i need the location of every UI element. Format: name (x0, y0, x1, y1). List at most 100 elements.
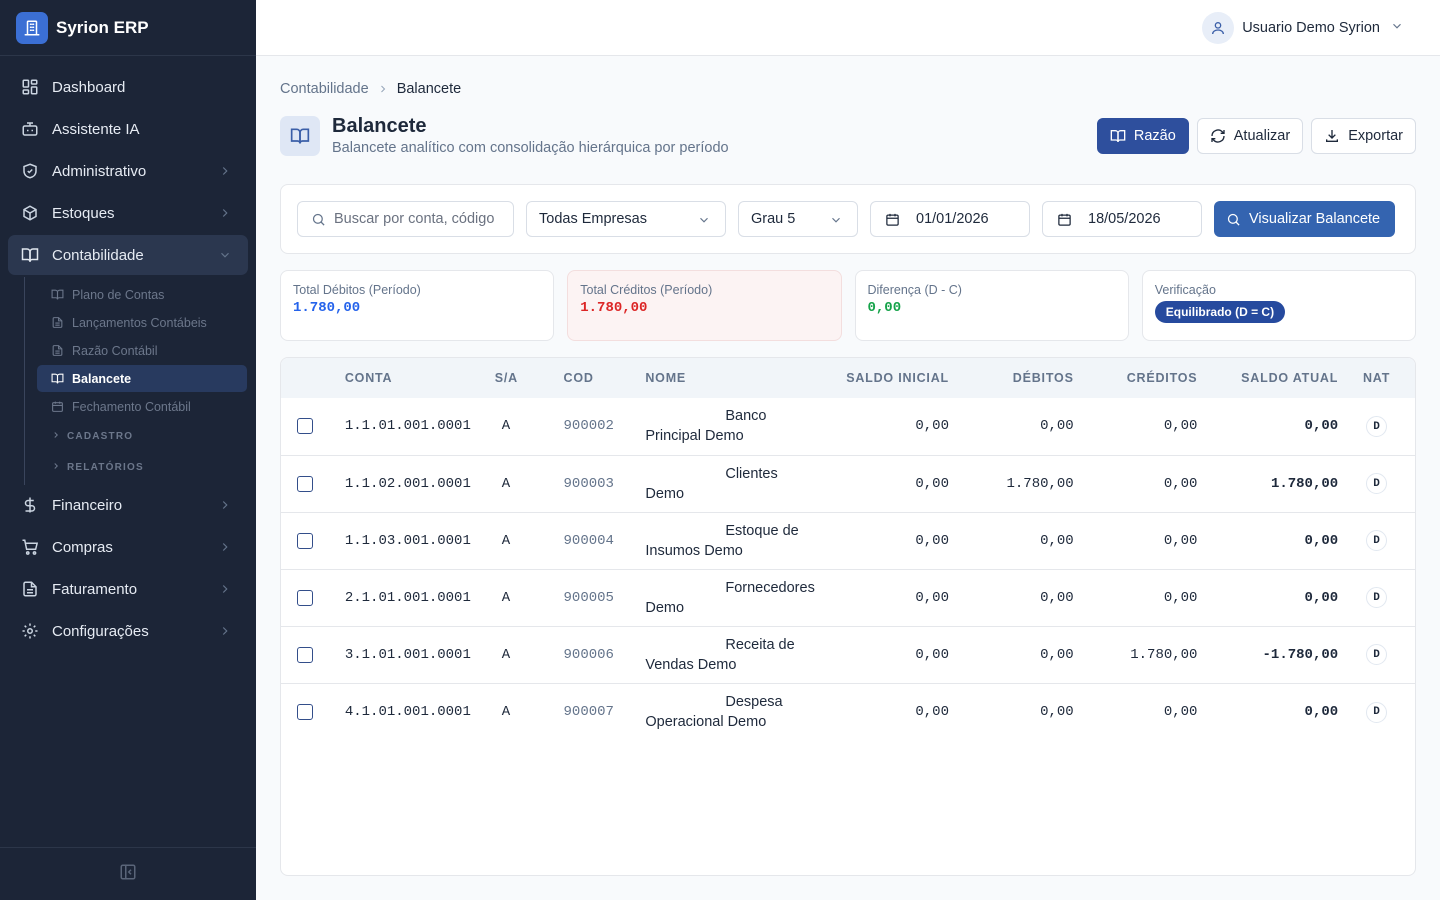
cell-cod: 900002 (563, 418, 614, 435)
table-row[interactable]: 2.1.01.001.0001 A 900005 Fornecedores De… (281, 569, 1415, 626)
header-creditos[interactable]: CRÉDITOS (1126, 371, 1198, 385)
cell-debitos: 1.780,00 (1006, 475, 1074, 492)
table-row[interactable]: 3.1.01.001.0001 A 900006 Receita de Vend… (281, 626, 1415, 683)
sidebar-item-configuracoes[interactable]: Configurações (8, 611, 248, 651)
cell-saldo-atual: 0,00 (1304, 589, 1339, 606)
brand-name: Syrion ERP (56, 17, 149, 37)
invoice-icon (20, 579, 40, 599)
empresa-select[interactable]: Todas Empresas (526, 201, 726, 237)
cell-nome: Receita de Vendas Demo (645, 636, 795, 673)
visualizar-balancete-button[interactable]: Visualizar Balancete (1214, 201, 1396, 237)
cell-debitos: 0,00 (1040, 703, 1074, 720)
subgroup-cadastro[interactable]: CADASTRO (37, 421, 256, 452)
cell-conta: 1.1.02.001.0001 (344, 475, 471, 492)
row-checkbox[interactable] (297, 532, 313, 549)
atualizar-button[interactable]: Atualizar (1196, 118, 1304, 154)
book-open-icon (1110, 128, 1126, 144)
header-conta[interactable]: CONTA (344, 371, 393, 385)
exportar-button[interactable]: Exportar (1311, 118, 1416, 154)
cell-creditos: 0,00 (1163, 703, 1198, 720)
avatar (1202, 12, 1235, 44)
nat-badge: D (1366, 416, 1388, 437)
search-input[interactable] (334, 211, 494, 227)
row-checkbox[interactable] (297, 475, 313, 492)
cell-creditos: 0,00 (1163, 532, 1198, 549)
table-row[interactable]: 1.1.01.001.0001 A 900002 Banco Principal… (281, 398, 1415, 455)
diferenca-card: Diferença (D - C) 0,00 (854, 270, 1129, 341)
calendar-icon (1056, 211, 1072, 227)
sidebar-item-compras[interactable]: Compras (8, 527, 248, 567)
sidebar-item-contabilidade[interactable]: Contabilidade (8, 235, 248, 275)
cell-saldo-atual: 0,00 (1304, 418, 1339, 435)
cell-saldo-atual: 1.780,00 (1270, 475, 1339, 492)
cell-sa: A (501, 703, 511, 720)
search-icon (310, 211, 326, 227)
header-debitos[interactable]: DÉBITOS (1012, 371, 1074, 385)
header-cod[interactable]: COD (563, 371, 594, 385)
table-row[interactable]: 4.1.01.001.0001 A 900007 Despesa Operaci… (281, 683, 1415, 740)
subitem-razao-contabil[interactable]: Razão Contábil (37, 337, 247, 364)
row-checkbox[interactable] (297, 703, 313, 720)
table-row[interactable]: 1.1.02.001.0001 A 900003 Clientes Demo 0… (281, 455, 1415, 512)
grau-select[interactable]: Grau 5 (738, 201, 858, 237)
nat-badge: D (1366, 473, 1388, 495)
gear-icon (20, 621, 40, 641)
sidebar-item-financeiro[interactable]: Financeiro (8, 485, 248, 525)
search-field[interactable] (297, 201, 514, 237)
subitem-plano-de-contas[interactable]: Plano de Contas (37, 281, 247, 308)
download-icon (1324, 128, 1340, 144)
sidebar-item-administrativo[interactable]: Administrativo (8, 151, 248, 191)
cell-saldo-inicial: 0,00 (915, 418, 949, 435)
nat-badge: D (1366, 587, 1388, 609)
cell-creditos: 0,00 (1163, 475, 1198, 492)
diferenca-label: Diferença (D - C) (867, 283, 962, 297)
sidebar-item-faturamento[interactable]: Faturamento (8, 569, 248, 609)
subitem-fechamento-contabil[interactable]: Fechamento Contábil (37, 393, 247, 420)
brand[interactable]: Syrion ERP (0, 0, 256, 56)
breadcrumb-parent[interactable]: Contabilidade (280, 81, 369, 97)
subitem-lancamentos-contabeis[interactable]: Lançamentos Contábeis (37, 309, 247, 336)
chevron-right-icon (218, 206, 232, 220)
user-menu[interactable]: Usuario Demo Syrion (1202, 12, 1404, 44)
header-saldo-inicial[interactable]: SALDO INICIAL (846, 371, 949, 385)
diferenca-value: 0,00 (867, 300, 902, 316)
total-debitos-card: Total Débitos (Período) 1.780,00 (280, 270, 555, 341)
chevron-right-icon (218, 582, 232, 596)
chevron-down-icon (1390, 19, 1404, 38)
cell-debitos: 0,00 (1040, 418, 1074, 435)
sidebar-item-assistente-ia[interactable]: Assistente IA (8, 109, 248, 149)
row-checkbox[interactable] (297, 646, 313, 663)
sidebar-footer (0, 847, 256, 900)
nat-badge: D (1366, 530, 1388, 552)
subitem-label: Lançamentos Contábeis (72, 315, 207, 330)
row-checkbox[interactable] (297, 418, 313, 435)
subitem-balancete[interactable]: Balancete (37, 365, 247, 392)
total-creditos-card: Total Créditos (Período) 1.780,00 (567, 270, 842, 341)
cell-saldo-inicial: 0,00 (915, 703, 949, 720)
breadcrumb: Contabilidade Balancete (280, 81, 461, 97)
cell-saldo-inicial: 0,00 (915, 532, 949, 549)
collapse-sidebar-icon[interactable] (119, 863, 137, 886)
sidebar-item-dashboard[interactable]: Dashboard (8, 67, 248, 107)
end-date-value: 18/05/2026 (1088, 211, 1161, 227)
table-row[interactable]: 1.1.03.001.0001 A 900004 Estoque de Insu… (281, 512, 1415, 569)
header-saldo-atual[interactable]: SALDO ATUAL (1241, 371, 1339, 385)
bot-icon (20, 119, 40, 139)
header-nome[interactable]: NOME (645, 371, 687, 385)
book-open-icon (50, 372, 64, 386)
razao-button[interactable]: Razão (1096, 118, 1189, 154)
search-icon (1226, 212, 1241, 227)
dollar-icon (20, 495, 40, 515)
topbar: Usuario Demo Syrion (256, 0, 1440, 56)
row-checkbox[interactable] (297, 589, 313, 606)
subgroup-label: RELATÓRIOS (67, 462, 144, 473)
start-date-field[interactable]: 01/01/2026 (870, 201, 1030, 237)
header-nat[interactable]: NAT (1362, 371, 1391, 385)
sidebar-item-estoques[interactable]: Estoques (8, 193, 248, 233)
total-debitos-label: Total Débitos (Período) (293, 283, 421, 297)
subgroup-relatorios[interactable]: RELATÓRIOS (37, 452, 256, 483)
cell-sa: A (501, 646, 511, 663)
header-sa[interactable]: S/A (494, 371, 518, 385)
subitem-label: Plano de Contas (72, 287, 165, 302)
end-date-field[interactable]: 18/05/2026 (1042, 201, 1202, 237)
